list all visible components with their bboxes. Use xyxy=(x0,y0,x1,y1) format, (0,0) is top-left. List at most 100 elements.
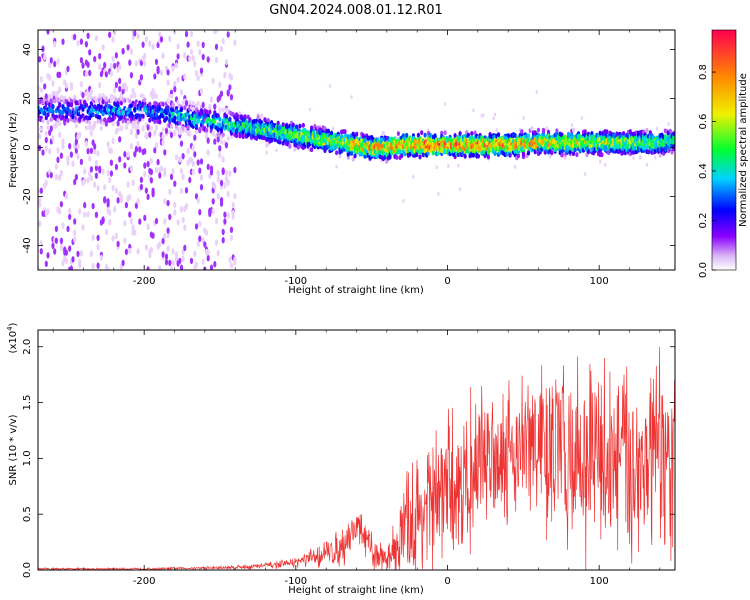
heatmap-cell xyxy=(121,88,125,95)
heatmap-cell xyxy=(179,89,184,96)
heatmap-cell xyxy=(58,71,62,79)
heatmap-cell xyxy=(158,265,162,270)
heatmap-cell xyxy=(188,130,192,137)
heatmap-cell xyxy=(136,128,140,135)
heatmap-cell xyxy=(86,211,90,218)
heatmap-cell xyxy=(632,155,635,160)
heatmap-cell xyxy=(218,107,222,114)
heatmap-cell xyxy=(233,166,237,174)
heatmap-cell xyxy=(124,201,128,209)
heatmap-cell xyxy=(106,198,110,205)
heatmap-cell xyxy=(58,208,62,215)
heatmap-cell xyxy=(51,109,55,114)
heatmap-cell xyxy=(181,125,185,131)
heatmap-cell xyxy=(108,31,112,38)
heatmap-cell xyxy=(332,126,335,131)
heatmap-cell xyxy=(114,187,118,194)
heatmap-cell xyxy=(61,38,65,45)
heatmap-cell xyxy=(416,132,420,138)
heatmap-cell xyxy=(196,197,200,204)
heatmap-cell xyxy=(573,147,577,153)
heatmap-cell xyxy=(139,183,143,191)
heatmap-cell xyxy=(231,202,235,209)
heatmap-cell xyxy=(176,126,180,132)
heatmap-cell xyxy=(395,155,399,160)
heatmap-cell xyxy=(218,123,222,128)
heatmap-cell xyxy=(88,170,92,178)
heatmap-cell xyxy=(131,179,135,187)
heatmap-cell xyxy=(89,147,93,154)
heatmap-cell xyxy=(83,177,87,184)
heatmap-cell xyxy=(296,144,300,150)
heatmap-cell xyxy=(181,255,185,263)
heatmap-cell xyxy=(89,166,93,173)
heatmap-cell xyxy=(121,118,125,123)
heatmap-cell xyxy=(228,170,232,177)
heatmap-cell xyxy=(44,260,48,267)
heatmap-cell xyxy=(58,86,62,93)
heatmap-cell xyxy=(470,131,474,136)
heatmap-cell xyxy=(166,69,170,76)
heatmap-cell xyxy=(203,241,207,248)
heatmap-cell xyxy=(420,130,424,136)
heatmap-cell xyxy=(275,148,278,153)
heatmap-cell xyxy=(638,154,642,160)
heatmap-cell xyxy=(121,110,125,115)
heatmap-cell xyxy=(536,127,541,133)
heatmap-cell xyxy=(186,147,190,155)
heatmap-cell xyxy=(79,81,83,88)
heatmap-cell xyxy=(645,162,649,167)
heatmap-cell xyxy=(194,123,199,129)
heatmap-cell xyxy=(106,108,110,113)
heatmap-cell xyxy=(667,122,670,126)
heatmap-cell xyxy=(164,259,169,266)
heatmap-cell xyxy=(226,179,230,186)
heatmap-cell xyxy=(111,137,115,145)
heatmap-cell xyxy=(113,205,117,213)
heatmap-cell xyxy=(41,118,45,123)
heatmap-cell xyxy=(408,151,412,157)
heatmap-cell xyxy=(428,133,432,138)
heatmap-cell xyxy=(56,96,60,102)
heatmap-cell xyxy=(153,147,157,154)
heatmap-cell xyxy=(116,240,120,248)
heatmap-cell xyxy=(136,124,140,130)
colorbar-ticks: 0.00.20.40.60.8 xyxy=(698,64,716,278)
y-tick-label: 0 xyxy=(22,144,33,150)
heatmap-cell xyxy=(68,245,72,252)
colorbar-tick-label: 0.2 xyxy=(698,213,709,229)
x-tick-label: 100 xyxy=(590,276,609,287)
heatmap-cell xyxy=(66,225,70,233)
heatmap-cell xyxy=(181,153,185,160)
heatmap-cell xyxy=(143,101,147,106)
heatmap-cell xyxy=(84,140,88,147)
heatmap-cell xyxy=(173,86,177,93)
heatmap-cell xyxy=(161,251,165,258)
heatmap-cell xyxy=(154,217,159,225)
heatmap-cell xyxy=(191,54,195,62)
heatmap-cell xyxy=(265,150,268,155)
heatmap-cell xyxy=(229,262,234,269)
heatmap-cell xyxy=(148,40,152,47)
heatmap-cell xyxy=(74,123,78,129)
heatmap-cell xyxy=(193,134,197,141)
heatmap-cell xyxy=(173,209,177,216)
heatmap-cell xyxy=(171,248,175,255)
heatmap-cell xyxy=(169,265,174,270)
heatmap-cell xyxy=(78,258,82,265)
heatmap-cell xyxy=(111,184,115,192)
heatmap-cell xyxy=(104,228,108,236)
heatmap-cell xyxy=(663,146,667,152)
heatmap-cell xyxy=(188,119,192,125)
heatmap-cell xyxy=(171,108,175,114)
heatmap-cell xyxy=(96,119,100,124)
heatmap-cell xyxy=(89,250,93,257)
heatmap-cell xyxy=(412,174,415,179)
heatmap-cell xyxy=(335,164,338,169)
heatmap-cell xyxy=(513,164,517,169)
heatmap-cell xyxy=(184,30,189,38)
heatmap-cell xyxy=(76,40,80,47)
heatmap-cell xyxy=(146,266,150,270)
heatmap-cell xyxy=(201,53,205,61)
